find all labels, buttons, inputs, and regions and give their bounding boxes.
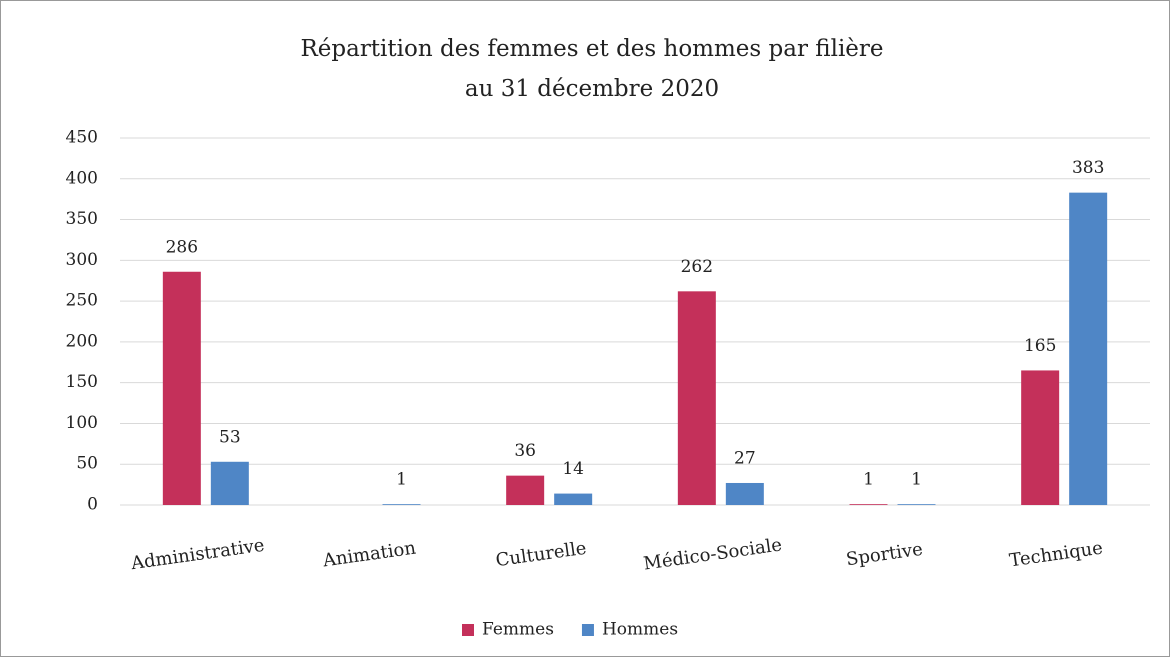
data-label: 36 bbox=[514, 441, 536, 461]
y-tick-label: 150 bbox=[66, 372, 98, 392]
bar bbox=[1021, 370, 1060, 505]
legend-label: Femmes bbox=[482, 620, 554, 640]
data-label: 1 bbox=[863, 470, 874, 490]
bar bbox=[554, 493, 593, 505]
bar bbox=[506, 475, 545, 505]
data-label: 165 bbox=[1024, 336, 1056, 356]
y-tick-label: 50 bbox=[76, 454, 98, 474]
data-label: 262 bbox=[681, 257, 713, 277]
y-tick-label: 300 bbox=[66, 250, 98, 270]
bar bbox=[1069, 192, 1108, 506]
legend-swatch bbox=[581, 624, 594, 636]
data-label: 14 bbox=[562, 459, 584, 479]
y-tick-label: 350 bbox=[66, 209, 98, 229]
bar bbox=[849, 504, 888, 505]
bar bbox=[897, 504, 936, 505]
bar bbox=[725, 482, 764, 505]
data-label: 383 bbox=[1072, 158, 1104, 178]
y-tick-label: 400 bbox=[66, 168, 98, 188]
data-label: 53 bbox=[219, 427, 241, 447]
bar bbox=[162, 271, 201, 505]
y-tick-label: 450 bbox=[66, 128, 98, 148]
data-label: 1 bbox=[911, 470, 922, 490]
bar bbox=[210, 461, 249, 505]
legend-label: Hommes bbox=[602, 620, 678, 640]
y-tick-label: 250 bbox=[66, 291, 98, 311]
chart-title: Répartition des femmes et des hommes par… bbox=[300, 36, 883, 62]
data-label: 27 bbox=[734, 448, 756, 468]
y-tick-label: 200 bbox=[66, 331, 98, 351]
bar bbox=[382, 504, 421, 505]
chart-title: au 31 décembre 2020 bbox=[465, 76, 719, 102]
y-tick-label: 0 bbox=[87, 495, 98, 515]
y-tick-label: 100 bbox=[66, 413, 98, 433]
data-label: 286 bbox=[166, 237, 198, 257]
legend-swatch bbox=[462, 624, 474, 636]
data-label: 1 bbox=[396, 470, 407, 490]
bar bbox=[677, 291, 716, 505]
